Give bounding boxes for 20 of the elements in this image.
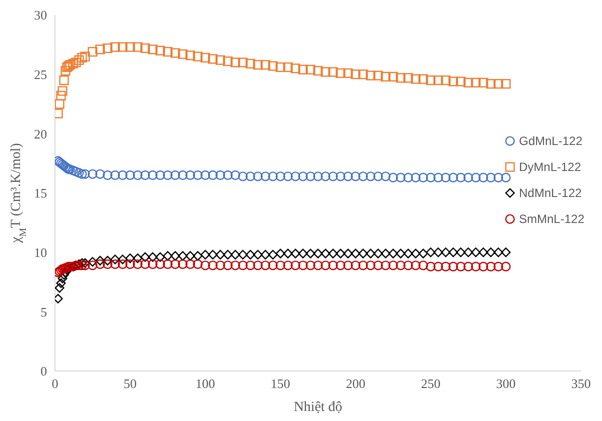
x-tick-label: 50 [124, 376, 137, 392]
x-tick-label: 350 [571, 376, 591, 392]
y-tick-label: 30 [34, 8, 47, 23]
x-axis-title: Nhiệt độ [294, 400, 342, 415]
x-tick-label: 250 [420, 376, 440, 392]
legend-label: GdMnL-122 [519, 134, 582, 148]
y-tick-label: 15 [34, 186, 47, 201]
y-tick-label: 10 [34, 244, 47, 260]
x-tick-label: 200 [346, 376, 366, 392]
x-tick-label: 150 [270, 376, 290, 392]
y-tick-label: 20 [34, 126, 47, 142]
x-tick-label: 300 [496, 376, 516, 392]
legend-label: DyMnL-122 [519, 160, 582, 174]
x-tick-label: 0 [52, 376, 58, 392]
y-tick-label: 5 [40, 304, 47, 320]
legend-label: NdMnL-122 [519, 186, 582, 200]
legend-label: SmMnL-122 [519, 212, 584, 226]
y-tick-label: 25 [34, 66, 47, 82]
x-tick-label: 100 [196, 376, 216, 392]
y-tick-label: 0 [40, 364, 47, 379]
